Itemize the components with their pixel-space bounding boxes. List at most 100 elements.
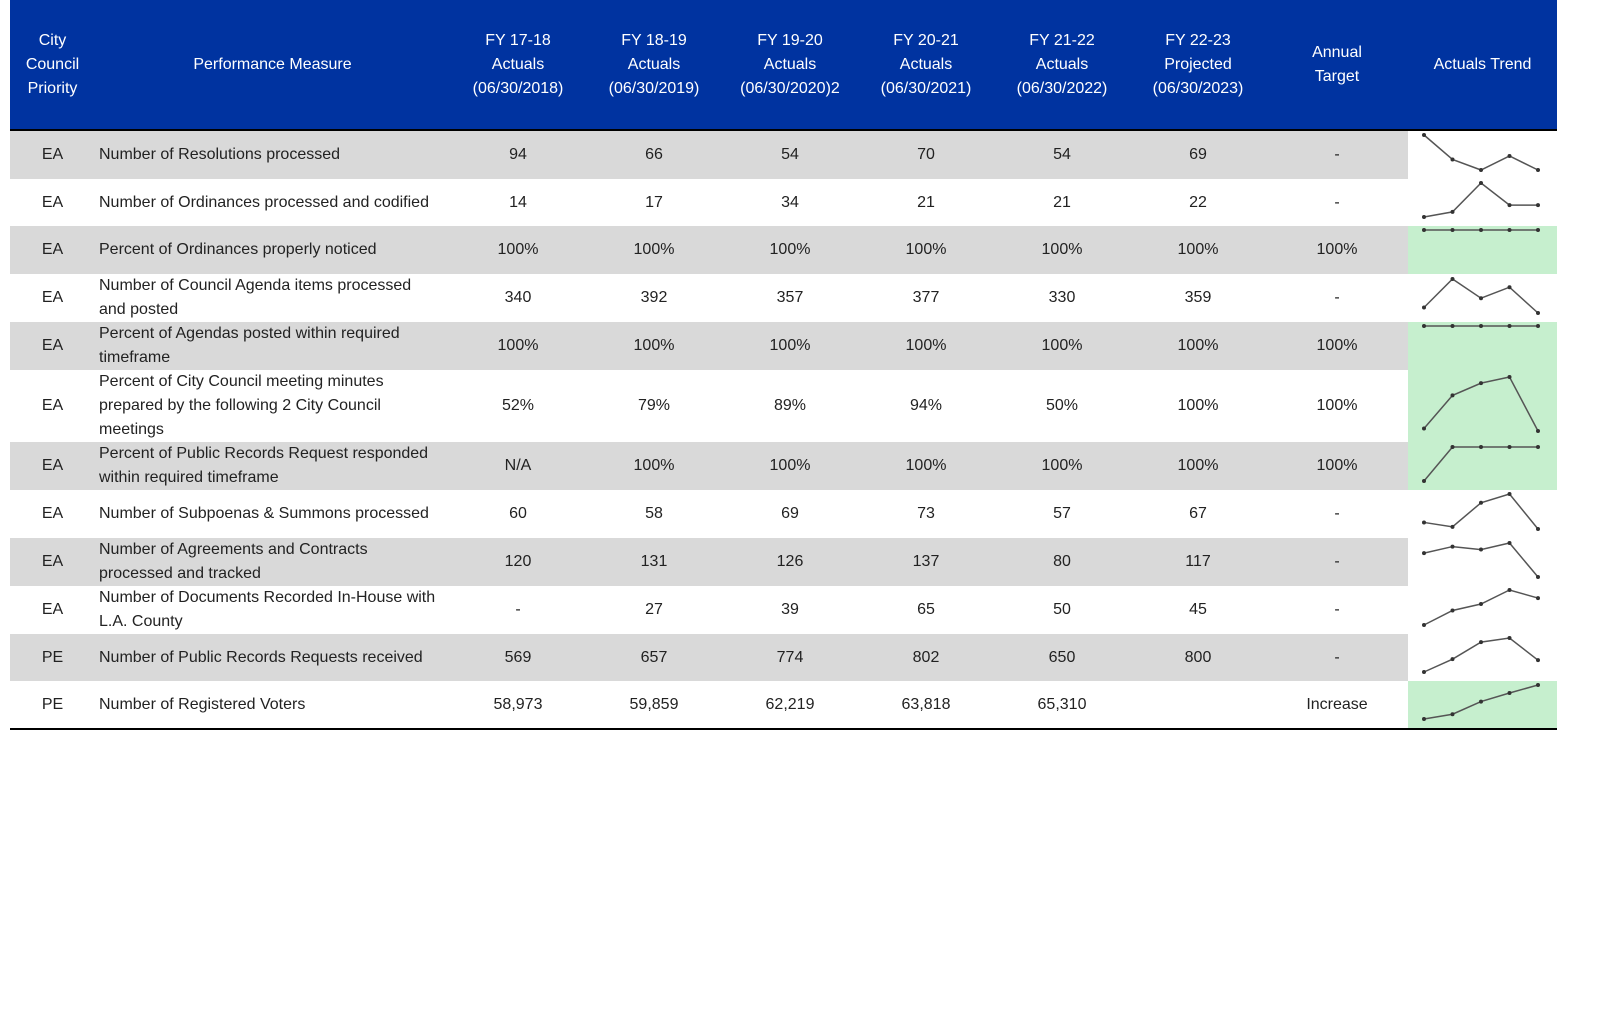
- target-cell: Increase: [1306, 695, 1368, 713]
- value-cell: 73: [917, 505, 935, 522]
- trend-line: [1423, 493, 1539, 530]
- measure-cell: Percent of Public Records Request respon…: [95, 442, 450, 490]
- value-cell: 100%: [722, 322, 858, 370]
- sparkline: [1422, 228, 1540, 232]
- trend-point: [1479, 380, 1483, 385]
- column-header: FY 19-20 Actuals (06/30/2020)2: [722, 0, 858, 131]
- value-cell: 120: [450, 538, 586, 586]
- value-cell: 27: [645, 601, 663, 618]
- value-cell: 60: [509, 505, 527, 522]
- table-row: PE Number of Registered Voters 58,973 59,85…: [10, 681, 1557, 729]
- value-cell: 89%: [773, 397, 807, 414]
- trend-point: [1422, 426, 1426, 431]
- trend-point: [1507, 228, 1512, 232]
- value-cell: 66: [586, 130, 722, 179]
- trend-cell: [1408, 634, 1557, 681]
- trend-cell: [1408, 179, 1557, 226]
- value-cell: 69: [1130, 130, 1266, 179]
- trend-point: [1536, 574, 1540, 579]
- value-cell: 126: [722, 538, 858, 586]
- trend-point: [1450, 444, 1455, 449]
- trend-point: [1536, 203, 1540, 208]
- table-row: EA Number of Documents Recorded In-House …: [10, 586, 1557, 634]
- measure-cell: Number of Registered Voters: [99, 695, 306, 713]
- table-body: EA Number of Resolutions processed 94 66 54 7…: [10, 130, 1557, 729]
- table-row: EA Percent of Public Records Request resp…: [10, 442, 1557, 490]
- trend-point: [1507, 324, 1512, 328]
- table-row: EA Number of Council Agenda items process…: [10, 274, 1557, 322]
- value-cell: 54: [722, 130, 858, 179]
- table-row: PE Number of Public Records Requests rece…: [10, 634, 1557, 681]
- trend-point: [1422, 717, 1426, 721]
- table-row: EA Percent of Ordinances properly noticed…: [10, 226, 1557, 274]
- target-cell: -: [1334, 505, 1340, 522]
- target-cell: 100%: [1266, 442, 1408, 490]
- target-cell: 100%: [1266, 226, 1408, 274]
- target-cell: 100%: [1266, 322, 1408, 370]
- priority-cell: EA: [10, 226, 95, 274]
- value-cell: 117: [1130, 538, 1266, 586]
- value-cell: 58: [645, 505, 663, 522]
- trend-line: [1423, 445, 1538, 481]
- table-row: EA Percent of Agendas posted within requi…: [10, 322, 1557, 370]
- trend-point: [1422, 520, 1426, 525]
- table-row: EA Number of Resolutions processed 94 66 54 7…: [10, 130, 1557, 179]
- value-cell: 70: [858, 130, 994, 179]
- trend-point: [1507, 588, 1512, 592]
- target-cell: -: [1266, 130, 1408, 179]
- value-cell: 100%: [450, 322, 586, 370]
- trend-point: [1479, 699, 1483, 704]
- value-cell: 100%: [1130, 322, 1266, 370]
- value-cell: 800: [1130, 634, 1266, 681]
- priority-cell: EA: [10, 538, 95, 586]
- value-cell: 330: [1048, 289, 1076, 306]
- value-cell: 52%: [501, 397, 535, 414]
- value-cell: 54: [994, 130, 1130, 179]
- trend-line: [1423, 589, 1539, 626]
- sparkline: [1422, 374, 1540, 433]
- sparkline: [1422, 492, 1540, 531]
- trend-cell: [1408, 586, 1557, 634]
- value-cell: 58,973: [493, 695, 543, 713]
- trend-line: [1423, 277, 1539, 314]
- sparkline: [1422, 683, 1540, 721]
- value-cell: 80: [994, 538, 1130, 586]
- trend-point: [1422, 133, 1426, 137]
- trend-line: [1423, 134, 1539, 171]
- trend-point: [1422, 670, 1426, 674]
- value-cell: 69: [781, 505, 799, 522]
- value-cell: 100%: [722, 226, 858, 274]
- trend-point: [1507, 374, 1512, 379]
- value-cell: 22: [1189, 193, 1207, 211]
- trend-point: [1450, 608, 1455, 613]
- trend-cell: [1408, 490, 1557, 538]
- value-cell: 774: [722, 634, 858, 681]
- trend-point: [1536, 658, 1540, 663]
- sparkline: [1422, 588, 1540, 627]
- value-cell: 100%: [858, 442, 994, 490]
- value-cell: 137: [858, 538, 994, 586]
- trend-point: [1450, 228, 1455, 232]
- value-cell: 100%: [858, 322, 994, 370]
- value-cell: 650: [994, 634, 1130, 681]
- trend-point: [1479, 444, 1483, 449]
- trend-point: [1507, 540, 1512, 545]
- value-cell: 34: [781, 193, 799, 211]
- value-cell: [1130, 681, 1266, 729]
- sparkline: [1422, 636, 1540, 674]
- sparkline: [1422, 181, 1540, 219]
- trend-point: [1507, 154, 1512, 158]
- measure-cell: Percent of City Council meeting minutes …: [99, 373, 384, 438]
- value-cell: 50: [1053, 601, 1071, 618]
- trend-cell: [1408, 370, 1557, 442]
- priority-cell: PE: [41, 695, 64, 713]
- trend-point: [1450, 209, 1455, 214]
- trend-cell: [1408, 442, 1557, 490]
- priority-cell: EA: [41, 505, 64, 522]
- trend-point: [1479, 168, 1483, 172]
- trend-point: [1422, 623, 1426, 627]
- trend-point: [1479, 295, 1483, 300]
- trend-point: [1479, 602, 1483, 606]
- trend-point: [1536, 683, 1540, 687]
- trend-point: [1450, 392, 1455, 397]
